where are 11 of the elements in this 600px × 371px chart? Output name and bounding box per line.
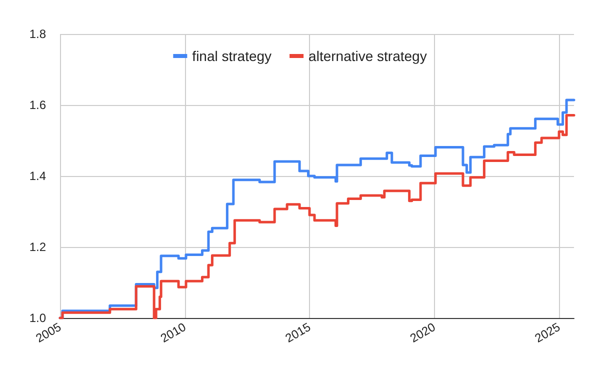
- legend-label: final strategy: [192, 48, 272, 64]
- y-tick-label: 1.6: [29, 98, 46, 112]
- x-tick-label: 2015: [282, 320, 314, 346]
- y-tick-label: 1.4: [29, 169, 46, 183]
- y-tick-label: 1.0: [29, 311, 46, 325]
- y-tick-label: 1.8: [29, 27, 46, 41]
- x-tick-label: 2020: [408, 320, 438, 346]
- x-tick-label: 2010: [158, 320, 189, 346]
- legend-label: alternative strategy: [308, 48, 427, 64]
- y-tick-label: 1.2: [29, 240, 46, 254]
- x-tick-label: 2025: [532, 320, 563, 346]
